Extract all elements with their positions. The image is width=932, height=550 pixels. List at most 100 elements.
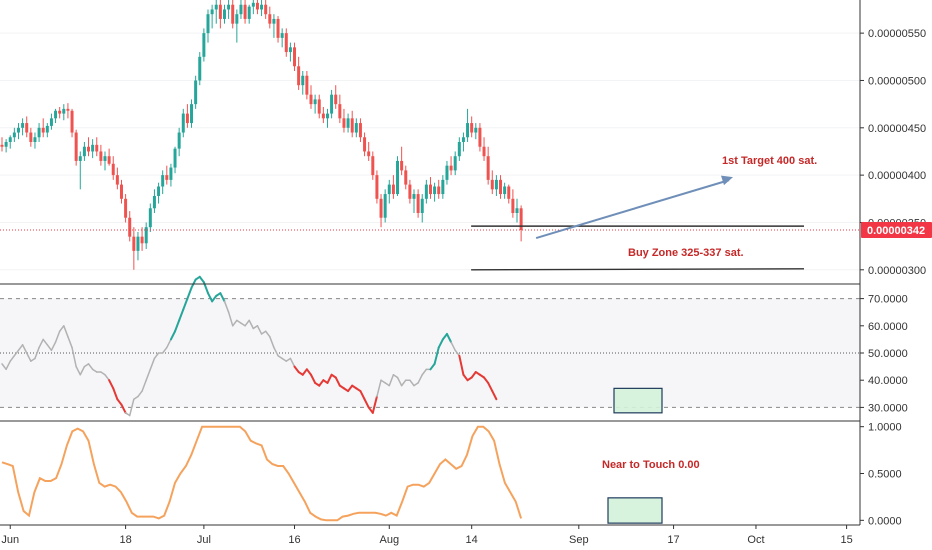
candle[interactable] — [148, 203, 152, 232]
candle[interactable] — [12, 127, 16, 142]
candle[interactable] — [494, 175, 498, 196]
candle[interactable] — [387, 179, 391, 204]
candle[interactable] — [255, 0, 259, 15]
candle[interactable] — [342, 108, 346, 133]
candle[interactable] — [169, 163, 173, 187]
candle[interactable] — [4, 139, 8, 153]
candle[interactable] — [235, 9, 239, 43]
candle[interactable] — [0, 137, 4, 152]
candle[interactable] — [206, 9, 210, 43]
candle[interactable] — [317, 94, 321, 119]
candle[interactable] — [33, 132, 37, 149]
candle[interactable] — [161, 170, 165, 195]
candle[interactable] — [280, 28, 284, 48]
candle[interactable] — [507, 184, 511, 204]
candle[interactable] — [519, 205, 523, 242]
candle[interactable] — [288, 42, 292, 62]
candle[interactable] — [470, 116, 474, 138]
candle[interactable] — [8, 135, 12, 149]
candle[interactable] — [144, 222, 148, 249]
candle[interactable] — [165, 165, 169, 185]
candle[interactable] — [54, 108, 58, 124]
candle[interactable] — [157, 182, 161, 204]
candle[interactable] — [136, 231, 140, 261]
candle[interactable] — [375, 170, 379, 204]
candle[interactable] — [58, 106, 62, 119]
candle[interactable] — [218, 0, 222, 29]
candle[interactable] — [185, 104, 189, 128]
candle[interactable] — [503, 182, 507, 199]
candle[interactable] — [358, 118, 362, 142]
candle[interactable] — [466, 108, 470, 142]
candle[interactable] — [87, 137, 91, 157]
candle[interactable] — [416, 189, 420, 218]
candle[interactable] — [16, 123, 20, 140]
candle[interactable] — [391, 175, 395, 199]
candle[interactable] — [301, 71, 305, 95]
candle[interactable] — [82, 142, 86, 161]
candle[interactable] — [325, 108, 329, 128]
candle[interactable] — [198, 52, 202, 86]
stoch-oversold-box[interactable] — [607, 497, 663, 524]
candle[interactable] — [293, 42, 297, 71]
candle[interactable] — [433, 182, 437, 202]
candle[interactable] — [346, 113, 350, 133]
candle[interactable] — [202, 28, 206, 62]
candle[interactable] — [474, 123, 478, 140]
candle[interactable] — [478, 123, 482, 152]
candle[interactable] — [152, 189, 156, 213]
candle[interactable] — [173, 146, 177, 174]
candle[interactable] — [350, 110, 354, 138]
candle[interactable] — [354, 118, 358, 138]
candle[interactable] — [441, 175, 445, 199]
candle[interactable] — [91, 139, 95, 159]
candle[interactable] — [115, 167, 119, 190]
candle[interactable] — [268, 6, 272, 29]
candle[interactable] — [62, 104, 66, 121]
candle[interactable] — [70, 108, 74, 138]
candle[interactable] — [103, 151, 107, 171]
candle[interactable] — [37, 123, 41, 142]
candle[interactable] — [49, 113, 53, 130]
candle[interactable] — [177, 127, 181, 157]
candle[interactable] — [239, 0, 243, 19]
candle[interactable] — [400, 146, 404, 176]
candle[interactable] — [499, 175, 503, 199]
candle[interactable] — [445, 160, 449, 185]
candle[interactable] — [194, 75, 198, 109]
candle[interactable] — [260, 0, 264, 17]
candle[interactable] — [107, 148, 111, 166]
candle[interactable] — [379, 194, 383, 228]
candle[interactable] — [21, 118, 25, 136]
candle[interactable] — [251, 0, 255, 15]
candle[interactable] — [420, 194, 424, 223]
candle[interactable] — [227, 0, 231, 19]
candle[interactable] — [396, 156, 400, 196]
candle[interactable] — [284, 28, 288, 57]
candle[interactable] — [482, 137, 486, 161]
candle[interactable] — [124, 194, 128, 223]
candle[interactable] — [371, 151, 375, 180]
candle[interactable] — [25, 116, 29, 138]
candle[interactable] — [41, 118, 45, 138]
candle[interactable] — [412, 189, 416, 213]
candle[interactable] — [140, 227, 144, 251]
candle[interactable] — [297, 56, 301, 90]
candle[interactable] — [29, 127, 33, 147]
candle[interactable] — [338, 94, 342, 124]
candle[interactable] — [490, 170, 494, 195]
candle[interactable] — [111, 156, 115, 180]
candle[interactable] — [424, 179, 428, 204]
candle[interactable] — [45, 123, 49, 138]
candle[interactable] — [99, 144, 103, 166]
candle[interactable] — [321, 106, 325, 124]
candle[interactable] — [264, 0, 268, 19]
candle[interactable] — [428, 177, 432, 199]
candle[interactable] — [486, 146, 490, 185]
candle[interactable] — [305, 71, 309, 100]
candle[interactable] — [309, 85, 313, 109]
candle[interactable] — [214, 0, 218, 24]
candle[interactable] — [367, 142, 371, 161]
candle[interactable] — [449, 156, 453, 176]
candle[interactable] — [276, 16, 280, 43]
